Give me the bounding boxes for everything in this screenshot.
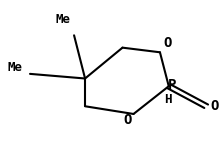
- Text: Me: Me: [56, 13, 70, 26]
- Text: O: O: [124, 113, 132, 127]
- Text: P: P: [168, 78, 176, 92]
- Text: O: O: [211, 99, 219, 113]
- Text: H: H: [164, 93, 171, 106]
- Text: O: O: [163, 36, 172, 50]
- Text: Me: Me: [7, 61, 22, 74]
